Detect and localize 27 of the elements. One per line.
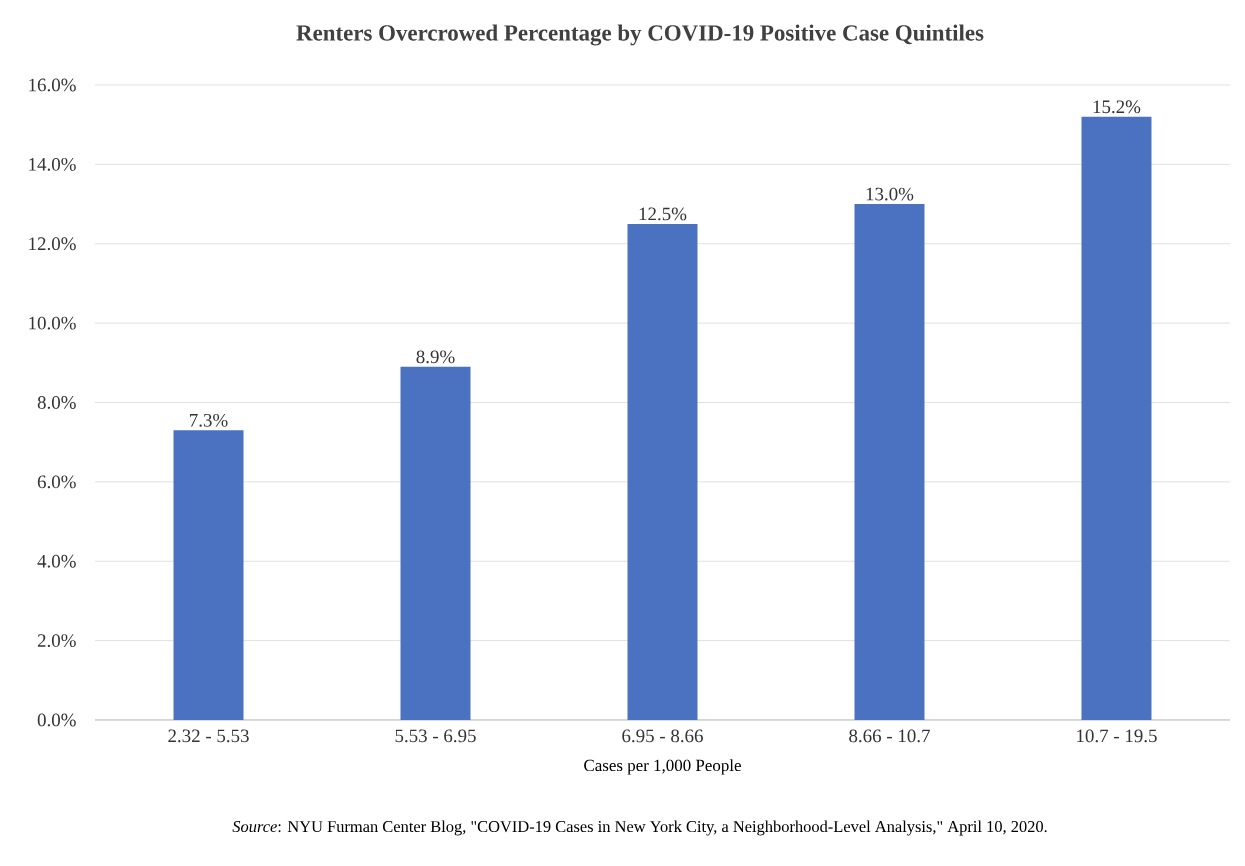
y-tick-label: 14.0% xyxy=(29,157,76,171)
y-tick-label: 2.0% xyxy=(37,634,76,648)
data-label: 7.3% xyxy=(190,413,228,427)
bar xyxy=(1081,116,1152,720)
bar xyxy=(173,430,244,720)
data-label: 13.0% xyxy=(866,187,914,201)
data-label: 8.9% xyxy=(416,350,455,364)
x-axis-title: Cases per 1,000 People xyxy=(584,759,741,775)
y-tick-label: 12.0% xyxy=(29,237,76,251)
chart-title: Renters Overcrowed Percentage by COVID-19 Positive Case Quintiles xyxy=(296,24,984,46)
x-tick-label: 8.66 - 10.7 xyxy=(849,729,930,743)
y-tick-label: 6.0% xyxy=(37,475,76,489)
x-tick-label: 2.32 - 5.53 xyxy=(168,729,249,743)
bar xyxy=(854,204,925,720)
y-tick-label: 4.0% xyxy=(37,554,76,568)
y-tick-label: 8.0% xyxy=(37,396,76,409)
x-tick-label: 5.53 - 6.95 xyxy=(395,729,476,743)
y-tick-label: 16.0% xyxy=(29,78,76,92)
data-label: 12.5% xyxy=(639,207,687,221)
x-tick-label: 10.7 - 19.5 xyxy=(1077,729,1157,743)
data-label: 15.2% xyxy=(1093,100,1141,114)
x-tick-label: 6.95 - 8.66 xyxy=(622,729,703,743)
text: Source: NYU Furman Center Blog, "COVID-19 Cases in New York City, a Neighborhood-Level Analysis," April 10, 2020. xyxy=(232,820,1047,836)
bar xyxy=(627,223,698,720)
y-tick-label: 10.0% xyxy=(29,316,76,330)
bar xyxy=(400,366,471,720)
y-tick-label: 0.0% xyxy=(37,713,76,727)
